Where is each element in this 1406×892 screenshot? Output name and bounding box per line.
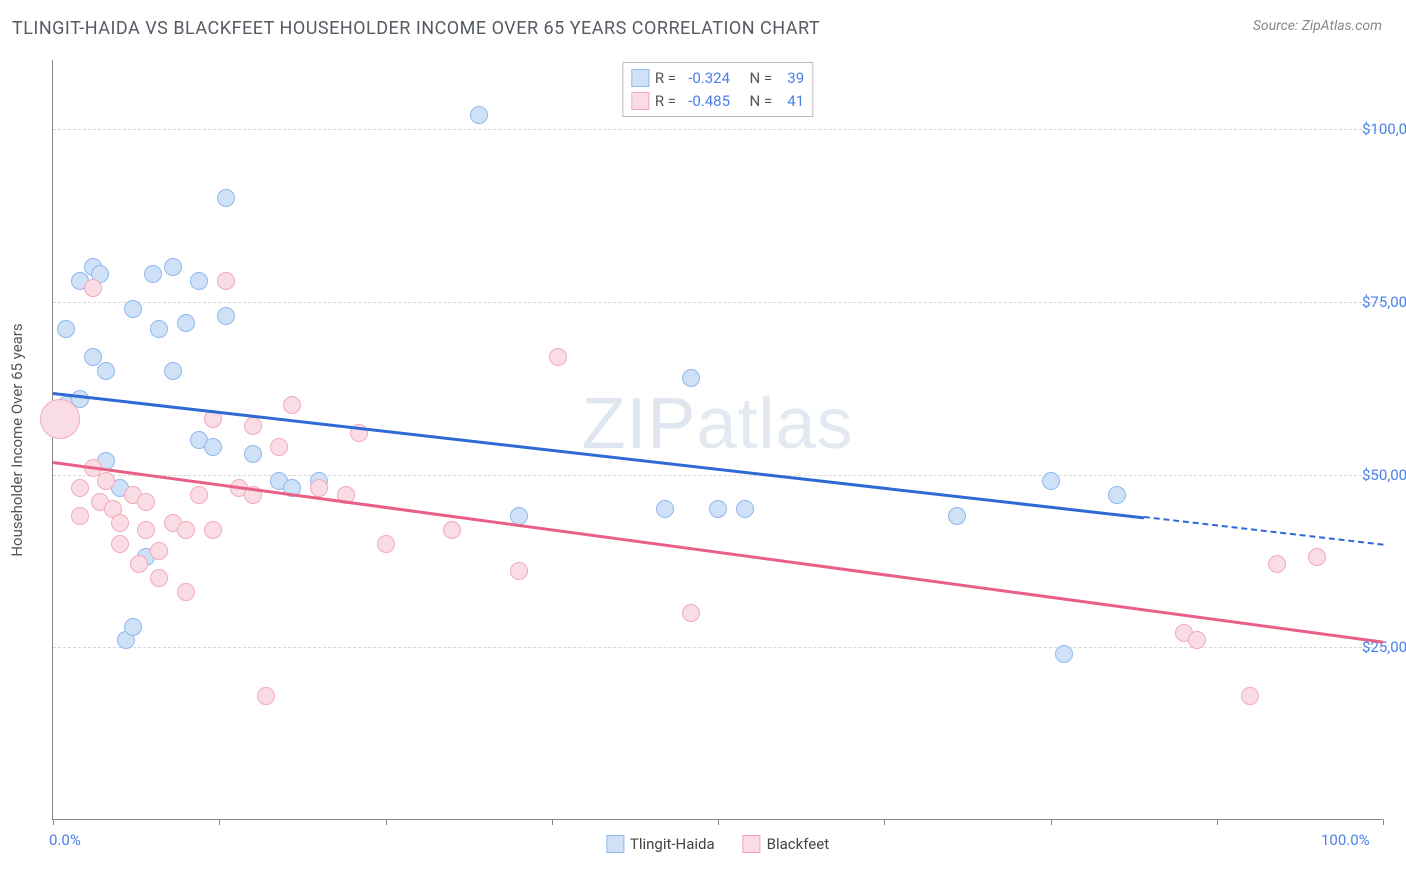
legend-n-label: N = <box>750 90 773 113</box>
y-tick-label: $100,000 <box>1362 120 1406 138</box>
scatter-point <box>164 258 182 276</box>
scatter-point <box>190 272 208 290</box>
scatter-point <box>111 514 129 532</box>
scatter-point <box>71 507 89 525</box>
legend-n-value: 41 <box>778 90 804 113</box>
trend-line <box>1143 516 1383 546</box>
x-tick <box>1051 819 1052 825</box>
scatter-point <box>709 500 727 518</box>
legend-r-value: -0.324 <box>682 67 730 90</box>
chart-area: Householder Income Over 65 years ZIPatla… <box>52 60 1382 820</box>
correlation-row: R = -0.485 N =41 <box>631 90 804 113</box>
legend-label: Blackfeet <box>767 835 829 853</box>
legend-r-label: R = <box>655 67 676 90</box>
scatter-point <box>948 507 966 525</box>
scatter-point <box>283 396 301 414</box>
scatter-point <box>217 307 235 325</box>
scatter-point <box>682 369 700 387</box>
scatter-point <box>310 479 328 497</box>
x-tick <box>552 819 553 825</box>
gridline <box>53 647 1382 648</box>
scatter-point <box>217 189 235 207</box>
scatter-point <box>549 348 567 366</box>
scatter-point <box>111 535 129 553</box>
x-tick-label: 100.0% <box>1321 831 1370 849</box>
trend-line <box>53 461 1383 644</box>
legend-swatch <box>606 835 624 853</box>
chart-title: TLINGIT-HAIDA VS BLACKFEET HOUSEHOLDER I… <box>12 18 820 39</box>
scatter-point <box>1055 645 1073 663</box>
x-tick-label: 0.0% <box>49 831 81 849</box>
scatter-point <box>164 362 182 380</box>
gridline <box>53 475 1382 476</box>
x-tick <box>1217 819 1218 825</box>
scatter-point <box>244 445 262 463</box>
series-legend: Tlingit-Haida Blackfeet <box>606 835 829 853</box>
scatter-point <box>177 583 195 601</box>
y-axis-title: Householder Income Over 65 years <box>8 323 26 556</box>
scatter-point <box>736 500 754 518</box>
scatter-point <box>40 399 80 439</box>
scatter-point <box>682 604 700 622</box>
scatter-point <box>177 314 195 332</box>
legend-swatch <box>743 835 761 853</box>
x-tick <box>386 819 387 825</box>
scatter-point <box>84 279 102 297</box>
y-tick-label: $50,000 <box>1362 466 1406 484</box>
source-label: Source: ZipAtlas.com <box>1253 18 1382 34</box>
scatter-point <box>270 438 288 456</box>
scatter-point <box>1241 687 1259 705</box>
scatter-point <box>150 569 168 587</box>
x-tick <box>53 819 54 825</box>
legend-r-label: R = <box>655 90 676 113</box>
x-tick <box>1383 819 1384 825</box>
scatter-point <box>150 320 168 338</box>
scatter-point <box>244 417 262 435</box>
trend-line <box>53 392 1144 519</box>
gridline <box>53 129 1382 130</box>
legend-n-label: N = <box>750 67 773 90</box>
scatter-point <box>510 562 528 580</box>
scatter-point <box>137 521 155 539</box>
scatter-point <box>204 438 222 456</box>
scatter-point <box>204 521 222 539</box>
legend-item: Blackfeet <box>743 835 829 853</box>
legend-swatch <box>631 69 649 87</box>
scatter-point <box>57 320 75 338</box>
scatter-point <box>190 486 208 504</box>
scatter-point <box>137 493 155 511</box>
scatter-point <box>124 300 142 318</box>
scatter-point <box>1108 486 1126 504</box>
correlation-legend: R = -0.324 N =39 R = -0.485 N =41 <box>622 62 813 117</box>
scatter-point <box>150 542 168 560</box>
y-tick-label: $75,000 <box>1362 293 1406 311</box>
gridline <box>53 302 1382 303</box>
scatter-point <box>377 535 395 553</box>
legend-label: Tlingit-Haida <box>630 835 715 853</box>
scatter-point <box>71 479 89 497</box>
scatter-point <box>257 687 275 705</box>
scatter-point <box>656 500 674 518</box>
scatter-point <box>1268 555 1286 573</box>
scatter-point <box>124 618 142 636</box>
x-tick <box>219 819 220 825</box>
scatter-point <box>1188 631 1206 649</box>
scatter-point <box>1042 472 1060 490</box>
scatter-point <box>97 472 115 490</box>
correlation-row: R = -0.324 N =39 <box>631 67 804 90</box>
x-tick <box>884 819 885 825</box>
legend-n-value: 39 <box>778 67 804 90</box>
scatter-point <box>443 521 461 539</box>
scatter-point <box>470 106 488 124</box>
scatter-point <box>144 265 162 283</box>
scatter-point <box>130 555 148 573</box>
scatter-point <box>97 362 115 380</box>
legend-item: Tlingit-Haida <box>606 835 715 853</box>
scatter-point <box>177 521 195 539</box>
x-tick <box>718 819 719 825</box>
scatter-point <box>217 272 235 290</box>
scatter-point <box>1308 548 1326 566</box>
legend-r-value: -0.485 <box>682 90 730 113</box>
legend-swatch <box>631 92 649 110</box>
